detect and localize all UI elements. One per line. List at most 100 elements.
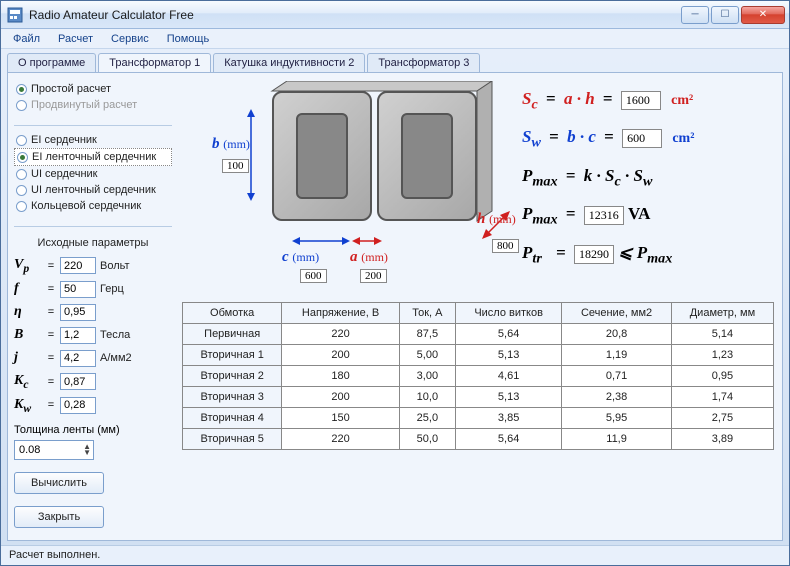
pmax-value[interactable]: 12316 xyxy=(584,206,624,225)
close-panel-button[interactable]: Закрыть xyxy=(14,506,104,528)
param-vp-input[interactable] xyxy=(60,257,96,274)
param-kc-sym: Kc xyxy=(14,373,42,391)
mode-advanced-label: Продвинутый расчет xyxy=(31,99,137,111)
param-kw: Kw = xyxy=(14,397,172,415)
tab-transformer3[interactable]: Трансформатор 3 xyxy=(367,53,480,72)
menu-help[interactable]: Помощь xyxy=(159,31,218,47)
menu-calc[interactable]: Расчет xyxy=(50,31,101,47)
core-ring-label: Кольцевой сердечник xyxy=(31,200,141,212)
table-cell[interactable]: 3,85 xyxy=(456,408,562,429)
core-ei[interactable]: EI сердечник xyxy=(14,132,172,148)
ptr-value[interactable]: 18290 xyxy=(574,245,614,264)
mode-simple[interactable]: Простой расчет xyxy=(14,81,172,97)
titlebar: Radio Amateur Calculator Free ─ ☐ ✕ xyxy=(1,1,789,29)
param-kc-input[interactable] xyxy=(60,373,96,390)
close-button[interactable]: ✕ xyxy=(741,6,785,24)
col-diameter: Диаметр, мм xyxy=(671,303,773,324)
table-cell[interactable]: 5,00 xyxy=(399,345,455,366)
dim-h-label: h (mm) xyxy=(477,211,516,228)
table-cell[interactable]: 10,0 xyxy=(399,387,455,408)
param-kw-input[interactable] xyxy=(60,397,96,414)
table-cell[interactable]: 4,61 xyxy=(456,366,562,387)
core-ui-tape[interactable]: UI ленточный сердечник xyxy=(14,182,172,198)
window-controls: ─ ☐ ✕ xyxy=(681,6,785,24)
table-cell[interactable]: 5,64 xyxy=(456,429,562,450)
table-cell[interactable]: 180 xyxy=(282,366,399,387)
dim-h-value[interactable]: 800 xyxy=(492,239,519,253)
mode-simple-label: Простой расчет xyxy=(31,83,111,95)
table-cell[interactable]: 2,75 xyxy=(671,408,773,429)
sidebar: Простой расчет Продвинутый расчет EI сер… xyxy=(8,73,178,540)
table-cell[interactable]: 0,71 xyxy=(562,366,672,387)
dim-b-label: b (mm) xyxy=(212,136,250,153)
sw-value[interactable]: 600 xyxy=(622,129,662,148)
table-cell[interactable]: 200 xyxy=(282,387,399,408)
separator xyxy=(14,226,172,227)
table-cell[interactable]: 200 xyxy=(282,345,399,366)
spinner-icon: ▲▼ xyxy=(83,444,91,456)
table-cell[interactable]: 150 xyxy=(282,408,399,429)
app-icon xyxy=(7,7,23,23)
table-cell[interactable]: 20,8 xyxy=(562,324,672,345)
tab-about[interactable]: О программе xyxy=(7,53,96,72)
table-cell[interactable]: 5,13 xyxy=(456,345,562,366)
table-cell[interactable]: 1,23 xyxy=(671,345,773,366)
table-cell[interactable]: 5,95 xyxy=(562,408,672,429)
radio-icon xyxy=(16,135,27,146)
mode-advanced: Продвинутый расчет xyxy=(14,97,172,113)
menu-file[interactable]: Файл xyxy=(5,31,48,47)
dim-b-line xyxy=(240,109,262,201)
table-cell[interactable]: 220 xyxy=(282,324,399,345)
table-cell[interactable]: 2,38 xyxy=(562,387,672,408)
menu-service[interactable]: Сервис xyxy=(103,31,157,47)
calculate-button[interactable]: Вычислить xyxy=(14,472,104,494)
table-cell[interactable]: 220 xyxy=(282,429,399,450)
minimize-button[interactable]: ─ xyxy=(681,6,709,24)
param-b: B = Тесла xyxy=(14,327,172,344)
dim-b-value[interactable]: 100 xyxy=(222,159,249,173)
dim-c-label: c (mm) xyxy=(282,249,319,266)
table-cell[interactable]: 50,0 xyxy=(399,429,455,450)
table-cell[interactable]: 5,13 xyxy=(456,387,562,408)
params-heading: Исходные параметры xyxy=(14,237,172,249)
dim-c-value[interactable]: 600 xyxy=(300,269,327,283)
core-ui-label: UI сердечник xyxy=(31,168,97,180)
formula-pmax-val: Pmax = 12316 VA xyxy=(522,204,774,228)
table-cell[interactable]: 3,00 xyxy=(399,366,455,387)
tab-inductor2[interactable]: Катушка индуктивности 2 xyxy=(213,53,365,72)
core-ei-tape[interactable]: EI ленточный сердечник xyxy=(14,148,172,166)
table-cell[interactable]: 5,14 xyxy=(671,324,773,345)
tab-transformer1[interactable]: Трансформатор 1 xyxy=(98,53,211,72)
table-cell[interactable]: 1,74 xyxy=(671,387,773,408)
table-cell[interactable]: 5,64 xyxy=(456,324,562,345)
tape-select[interactable]: 0.08 ▲▼ xyxy=(14,440,94,460)
table-cell: Первичная xyxy=(183,324,282,345)
maximize-button[interactable]: ☐ xyxy=(711,6,739,24)
core-ring[interactable]: Кольцевой сердечник xyxy=(14,198,172,214)
param-f-input[interactable] xyxy=(60,281,96,298)
core-ui[interactable]: UI сердечник xyxy=(14,166,172,182)
table-cell[interactable]: 0,95 xyxy=(671,366,773,387)
param-kw-sym: Kw xyxy=(14,397,42,415)
table-header-row: Обмотка Напряжение, В Ток, А Число витко… xyxy=(183,303,774,324)
mode-group: Простой расчет Продвинутый расчет xyxy=(14,81,172,113)
table-cell[interactable]: 11,9 xyxy=(562,429,672,450)
param-j-input[interactable] xyxy=(60,350,96,367)
core-ei-tape-label: EI ленточный сердечник xyxy=(32,151,156,163)
table-cell[interactable]: 25,0 xyxy=(399,408,455,429)
dim-a-value[interactable]: 200 xyxy=(360,269,387,283)
radio-icon xyxy=(16,185,27,196)
table-row: Первичная22087,55,6420,85,14 xyxy=(183,324,774,345)
sc-value[interactable]: 1600 xyxy=(621,91,661,110)
table-cell[interactable]: 1,19 xyxy=(562,345,672,366)
table-cell[interactable]: 87,5 xyxy=(399,324,455,345)
table-cell[interactable]: 3,89 xyxy=(671,429,773,450)
col-turns: Число витков xyxy=(456,303,562,324)
param-b-input[interactable] xyxy=(60,327,96,344)
core-group: EI сердечник EI ленточный сердечник UI с… xyxy=(14,132,172,214)
param-eta-input[interactable] xyxy=(60,304,96,321)
param-vp-sym: Vp xyxy=(14,257,42,275)
core-ui-tape-label: UI ленточный сердечник xyxy=(31,184,156,196)
table-cell: Вторичная 4 xyxy=(183,408,282,429)
depth-lines-icon xyxy=(267,81,497,241)
